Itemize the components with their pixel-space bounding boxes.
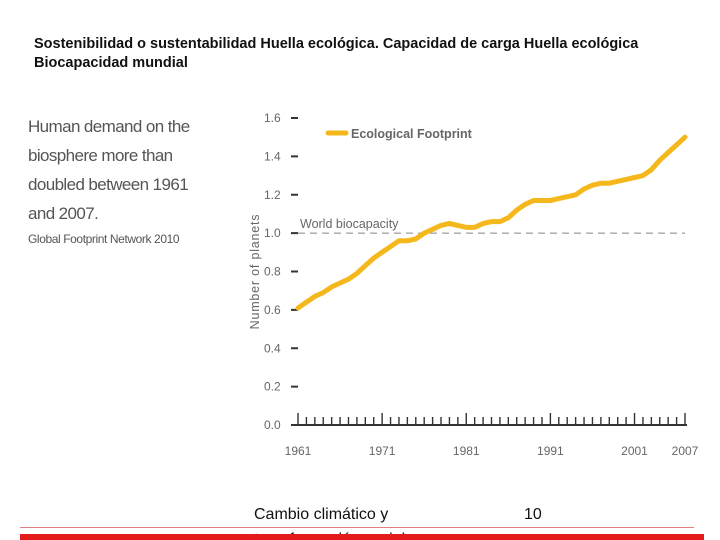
footprint-series-line [295, 134, 688, 311]
y-tick-label: 1.6 [264, 111, 281, 125]
y-tick-label: 1.0 [264, 226, 281, 240]
footprint-chart: 0.0 0.2 0.4 0.6 0.8 1.0 1.2 1.4 1.6 1961 1971 1981… [248, 111, 699, 458]
x-tick-label: 2001 [621, 444, 648, 458]
legend-label: Ecological Footprint [351, 127, 473, 141]
y-tick-label: 0.2 [264, 380, 281, 394]
y-tick-label: 0.4 [264, 341, 281, 355]
x-tick-label: 1991 [537, 444, 564, 458]
y-tick-label: 1.4 [264, 149, 281, 163]
y-tick-label: 0.0 [264, 418, 281, 432]
y-tick-label: 0.6 [264, 303, 281, 317]
x-tick-label: 1971 [369, 444, 396, 458]
note-text: Human demand on the biosphere more than … [28, 117, 190, 223]
footer-text: Cambio climático y [254, 506, 389, 523]
y-tick-label: 0.8 [264, 265, 281, 279]
slide-title: Sostenibilidad o sustentabilidad Huella … [34, 36, 639, 71]
page-number: 10 [524, 506, 542, 523]
x-tick-label: 2007 [672, 444, 699, 458]
footer-divider [20, 527, 694, 528]
x-tick-label: 1961 [285, 444, 312, 458]
x-tick-label: 1981 [453, 444, 480, 458]
y-axis-ticks: 0.0 0.2 0.4 0.6 0.8 1.0 1.2 1.4 1.6 [264, 111, 298, 432]
y-axis-label: Number of planets [248, 214, 262, 330]
footer-accent-bar [20, 534, 704, 540]
chart-note: Human demand on the biosphere more than … [28, 112, 218, 246]
y-tick-label: 1.2 [264, 188, 281, 202]
note-source: Global Footprint Network 2010 [28, 232, 180, 246]
x-axis-ticks: 1961 1971 1981 1991 2001 2007 [285, 413, 699, 458]
biocapacity-label: World biocapacity [300, 217, 399, 231]
